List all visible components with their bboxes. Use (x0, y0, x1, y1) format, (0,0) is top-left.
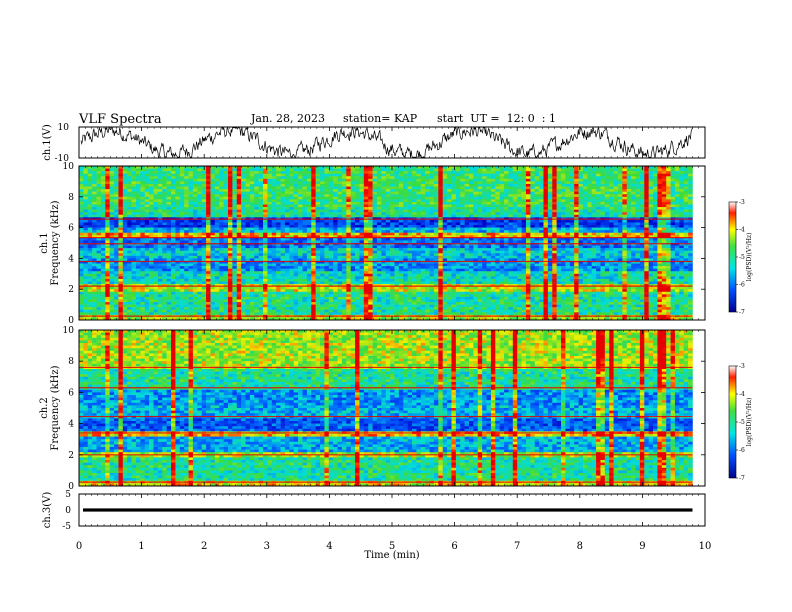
colorbar-tick-label: -3 (739, 363, 745, 370)
ch1-waveform-line (80, 126, 693, 159)
spectrogram-ch1 (79, 166, 693, 321)
y-tick-label: 8 (68, 357, 74, 367)
y-tick-label: 4 (68, 254, 74, 264)
x-tick-label: 3 (264, 541, 270, 552)
y-tick-label: 0 (65, 506, 71, 516)
figure-title: VLF Spectra (79, 112, 162, 127)
y-tick-label: 2 (68, 451, 74, 461)
y-tick-label: 6 (68, 388, 74, 398)
y-tick-label: 6 (68, 224, 74, 234)
x-tick-label: 10 (699, 541, 712, 552)
y-tick-label: 10 (63, 326, 75, 336)
y-tick-label: 10 (58, 123, 70, 133)
colorbar-tick-label: -4 (739, 391, 745, 398)
x-tick-label: 8 (577, 541, 583, 552)
y-axis-label: ch.3(V) (42, 492, 53, 529)
x-tick-label: 7 (514, 541, 520, 552)
colorbar-tick-label: -5 (739, 254, 745, 261)
x-tick-label: 5 (389, 541, 395, 552)
x-tick-label: 9 (639, 541, 645, 552)
colorbar-label: log(PSD)(V²/Hz) (746, 398, 753, 447)
colorbar-tick-label: -7 (739, 309, 745, 316)
y-axis-label: ch.2 (39, 397, 50, 419)
y-axis-label: ch.1 (39, 232, 50, 254)
colorbar-label: log(PSD)(V²/Hz) (746, 233, 753, 282)
y-tick-label: -5 (62, 522, 71, 532)
colorbar-tick-label: -4 (739, 227, 745, 234)
station-label: station= KAP (343, 112, 418, 125)
x-axis-label: Time (min) (364, 550, 419, 561)
colorbar-tick-label: -5 (739, 419, 745, 426)
ch3-waveform-band (83, 508, 693, 512)
colorbar-tick-label: -6 (739, 282, 745, 289)
y-tick-label: 0 (68, 316, 74, 326)
y-tick-label: 5 (65, 490, 71, 500)
colorbar (728, 365, 737, 479)
y-tick-label: 8 (68, 193, 74, 203)
y-tick-label: -10 (55, 154, 70, 164)
panel-frame (78, 126, 706, 159)
colorbar-tick-label: -6 (739, 447, 745, 454)
x-tick-label: 1 (138, 541, 144, 552)
y-tick-label: 0 (68, 482, 74, 492)
colorbar (728, 201, 737, 313)
y-axis-label: ch.1(V) (42, 124, 53, 161)
start-time-label: start UT = 12: 0 : 1 (437, 112, 557, 125)
colorbar-tick-label: -7 (739, 475, 745, 482)
y-tick-label: 10 (63, 162, 75, 172)
x-tick-label: 6 (451, 541, 457, 552)
y-axis-label: Frequency (kHz) (50, 365, 61, 450)
x-tick-label: 2 (201, 541, 207, 552)
y-tick-label: 2 (68, 285, 74, 295)
y-tick-label: 4 (68, 420, 74, 430)
colorbar-tick-label: -3 (739, 199, 745, 206)
y-axis-label: Frequency (kHz) (50, 200, 61, 285)
spectrogram-ch2 (79, 330, 693, 487)
date-label: Jan. 28, 2023 (251, 112, 326, 125)
x-tick-label: 0 (76, 541, 82, 552)
x-tick-label: 4 (326, 541, 332, 552)
